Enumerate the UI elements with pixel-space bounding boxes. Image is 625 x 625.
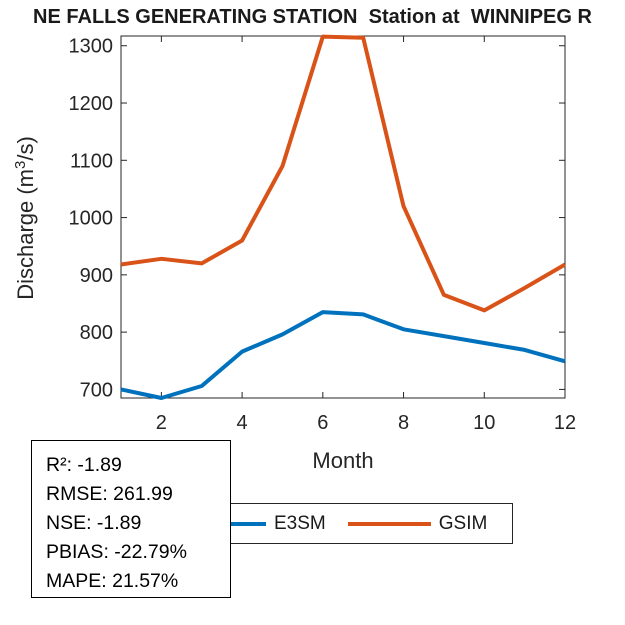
legend-item-gsim: GSIM (347, 512, 488, 535)
y-tick-label: 1200 (69, 93, 114, 115)
series-line-e3sm (120, 310, 566, 400)
chart-title: NE FALLS GENERATING STATION Station at W… (33, 6, 592, 28)
x-tick-label: 2 (156, 412, 167, 434)
y-axis-label: Discharge (m3/s) (12, 136, 39, 300)
series-line-gsim (120, 34, 567, 313)
y-axis-label-prefix: Discharge (m (13, 168, 38, 300)
stat-nse: NSE: -1.89 (46, 512, 142, 534)
legend-label-gsim: GSIM (438, 512, 488, 534)
x-tick-label: 10 (473, 412, 495, 434)
legend-line-swatch-gsim (347, 521, 431, 526)
stat-mape: MAPE: 21.57% (46, 570, 179, 592)
legend-label-e3sm: E3SM (274, 512, 326, 534)
stat-rmse: RMSE: 261.99 (46, 483, 173, 505)
y-tick-label: 1300 (69, 36, 114, 58)
x-tick-label: 4 (237, 412, 248, 434)
y-axis-label-suffix: /s) (13, 136, 38, 161)
stat-r2: R²: -1.89 (46, 454, 122, 476)
stats-box: R²: -1.89 RMSE: 261.99 NSE: -1.89 PBIAS:… (31, 440, 231, 598)
y-tick-label: 1100 (70, 150, 113, 172)
y-axis-label-superscript: 3 (12, 160, 29, 169)
stat-pbias: PBIAS: -22.79% (46, 541, 187, 563)
y-tick-label: 800 (80, 322, 113, 344)
x-tick-label: 6 (317, 412, 328, 434)
x-axis-label: Month (312, 448, 374, 473)
y-tick-label: 1000 (69, 208, 114, 230)
y-tick-label: 700 (80, 379, 113, 401)
x-tick-label: 8 (398, 412, 409, 434)
x-tick-label: 12 (554, 412, 576, 434)
y-tick-label: 900 (80, 265, 113, 287)
